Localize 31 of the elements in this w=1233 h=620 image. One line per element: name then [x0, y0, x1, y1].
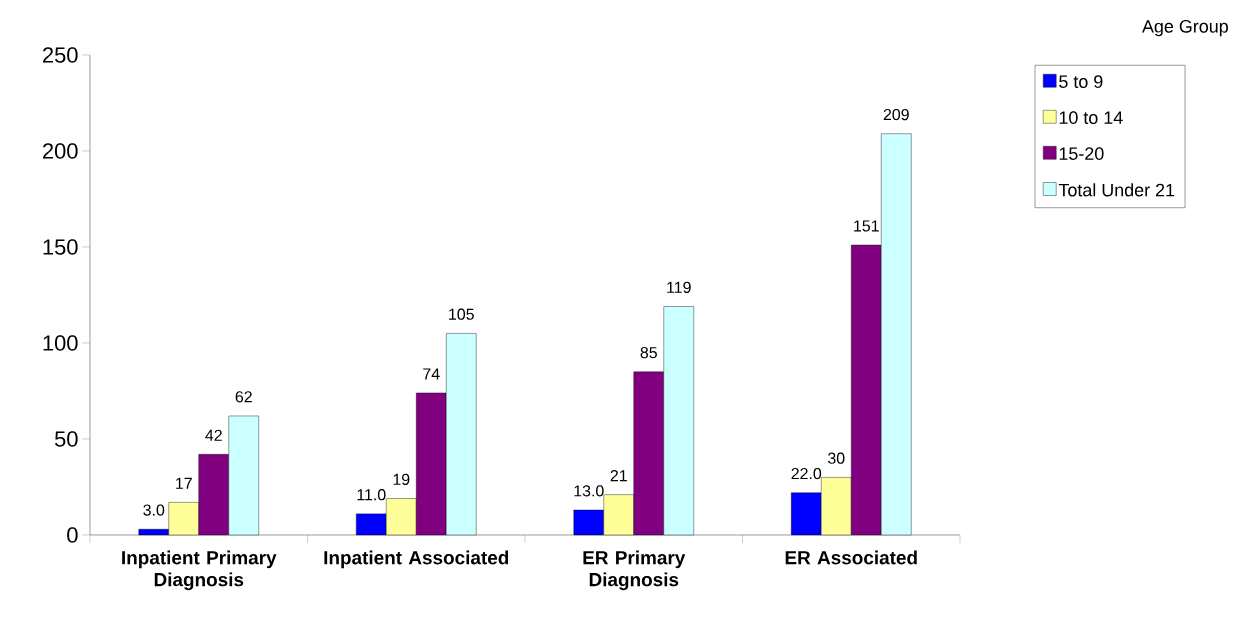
x-tick-label: Inpatient Primary Diagnosis — [122, 550, 277, 591]
legend-title: Age Group — [1142, 19, 1228, 37]
data-label: 22.0 — [791, 467, 822, 480]
y-tick-label: 100 — [43, 335, 78, 351]
data-label: 85 — [640, 346, 657, 359]
data-label: 42 — [205, 429, 222, 441]
data-label: 13.0 — [574, 485, 604, 497]
legend-label: Total Under 21 — [1058, 183, 1175, 197]
data-label: 105 — [449, 308, 474, 320]
data-label: 209 — [883, 108, 909, 121]
y-tick-label: 150 — [43, 239, 78, 255]
data-label: 62 — [235, 391, 252, 403]
legend-label: 10 to 14 — [1059, 111, 1123, 124]
data-label: 17 — [176, 477, 192, 489]
y-tick-label: 250 — [43, 47, 78, 63]
y-tick-label: 50 — [54, 431, 78, 447]
y-tick-label: 200 — [43, 143, 78, 159]
data-label: 21 — [610, 470, 627, 482]
x-tick-label: ER Primary Diagnosis — [583, 550, 686, 591]
data-label: 19 — [393, 473, 410, 485]
data-label: 119 — [667, 281, 691, 293]
data-label: 30 — [828, 452, 845, 464]
x-tick-label: ER Associated — [785, 550, 917, 565]
x-tick-label: Inpatient Associated — [324, 550, 509, 569]
legend-label: 5 to 9 — [1059, 75, 1103, 88]
y-tick-label: 0 — [67, 527, 78, 543]
data-label: 3.0 — [143, 504, 165, 516]
data-label: 151 — [854, 220, 879, 232]
data-label: 74 — [423, 368, 440, 380]
data-label: 11.0 — [357, 489, 386, 501]
legend-label: 15-20 — [1059, 147, 1104, 160]
